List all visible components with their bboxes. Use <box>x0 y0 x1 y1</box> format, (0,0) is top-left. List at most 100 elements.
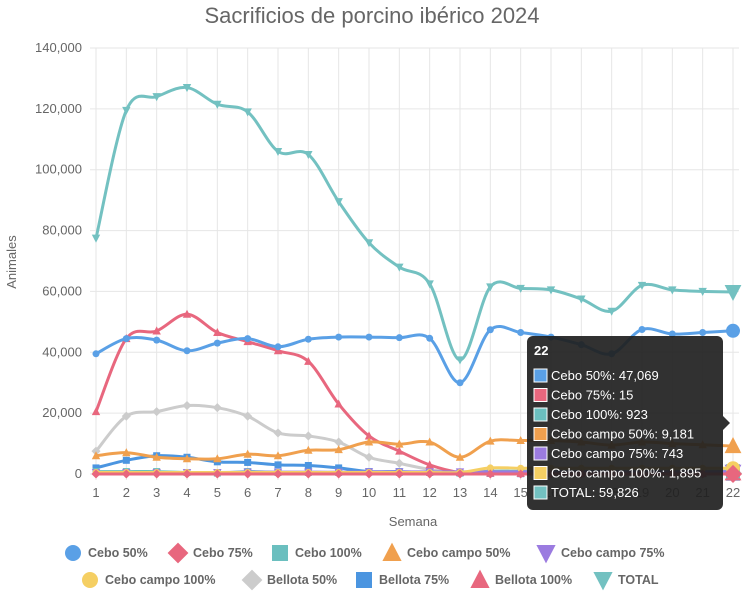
legend-marker <box>82 572 98 588</box>
data-point <box>152 407 161 416</box>
legend-label: Bellota 50% <box>267 573 337 587</box>
chart-title: Sacrificios de porcino ibérico 2024 <box>204 3 539 28</box>
data-point <box>487 326 494 333</box>
tooltip-swatch <box>534 467 547 480</box>
data-point <box>122 107 130 115</box>
y-tick-label: 40,000 <box>42 344 82 359</box>
x-tick-label: 9 <box>335 485 342 500</box>
x-tick-label: 6 <box>244 485 251 500</box>
data-point <box>517 329 524 336</box>
legend-marker <box>593 572 612 590</box>
data-point <box>639 326 646 333</box>
legend-item: Bellota 75% <box>356 572 449 588</box>
data-point <box>275 461 282 468</box>
y-tick-label: 0 <box>75 466 82 481</box>
data-point <box>153 337 160 344</box>
y-tick-label: 120,000 <box>35 101 82 116</box>
legend-label: Cebo 75% <box>193 546 253 560</box>
legend-label: Cebo 100% <box>295 546 362 560</box>
x-tick-label: 5 <box>214 485 221 500</box>
legend-marker <box>272 545 288 561</box>
legend-item: Cebo 75% <box>168 543 253 564</box>
x-tick-label: 14 <box>483 485 497 500</box>
legend: Cebo 50% Cebo 75% Cebo 100% Cebo campo 50% C… <box>65 543 665 591</box>
legend-label: Bellota 100% <box>495 573 572 587</box>
x-tick-label: 1 <box>92 485 99 500</box>
y-tick-label: 140,000 <box>35 40 82 55</box>
tooltip-swatch <box>534 389 547 402</box>
data-point <box>426 335 433 342</box>
tooltip-swatch <box>534 447 547 460</box>
legend-marker <box>470 570 489 588</box>
x-tick-label: 12 <box>422 485 436 500</box>
data-point <box>213 403 222 412</box>
tooltip-caret <box>723 416 730 430</box>
x-tick-label: 13 <box>453 485 467 500</box>
legend-label: Cebo campo 50% <box>407 546 511 560</box>
y-axis-label: Animales <box>4 235 19 289</box>
x-tick-label: 22 <box>726 485 740 500</box>
data-point <box>366 334 373 341</box>
x-tick-label: 3 <box>153 485 160 500</box>
data-point <box>273 428 282 437</box>
legend-marker <box>65 545 81 561</box>
tooltip-row: Cebo campo 100%: 1,895 <box>551 466 701 481</box>
tooltip-box <box>527 336 723 510</box>
data-point <box>396 334 403 341</box>
legend-marker <box>536 545 555 563</box>
data-point <box>364 453 373 462</box>
data-point <box>305 336 312 343</box>
x-tick-label: 2 <box>123 485 130 500</box>
data-point <box>184 347 191 354</box>
legend-label: Cebo 50% <box>88 546 148 560</box>
legend-item: Bellota 100% <box>470 570 572 588</box>
tooltip-row: TOTAL: 59,826 <box>551 485 639 500</box>
data-point <box>92 407 100 415</box>
y-tick-label: 60,000 <box>42 283 82 298</box>
tooltip-row: Cebo campo 50%: 9,181 <box>551 427 694 442</box>
tooltip-row: Cebo campo 75%: 743 <box>551 446 683 461</box>
legend-item: Cebo 50% <box>65 545 148 561</box>
data-point <box>395 459 404 468</box>
data-point <box>214 340 221 347</box>
data-point <box>123 457 130 464</box>
x-tick-label: 10 <box>362 485 376 500</box>
data-point <box>275 343 282 350</box>
data-point <box>244 335 251 342</box>
tooltip-row: Cebo 75%: 15 <box>551 388 633 403</box>
legend-label: TOTAL <box>618 573 659 587</box>
legend-item: Cebo campo 100% <box>82 572 215 588</box>
data-point <box>699 329 706 336</box>
data-point <box>457 379 464 386</box>
legend-label: Bellota 75% <box>379 573 449 587</box>
legend-marker <box>242 570 263 591</box>
x-tick-label: 15 <box>513 485 527 500</box>
data-point <box>456 356 464 364</box>
data-point <box>93 350 100 357</box>
data-point <box>335 334 342 341</box>
tooltip-row: Cebo 50%: 47,069 <box>551 368 659 383</box>
legend-label: Cebo campo 100% <box>105 573 215 587</box>
legend-marker <box>382 543 401 561</box>
legend-marker <box>168 543 189 564</box>
legend-item: TOTAL <box>593 572 658 590</box>
data-point <box>182 401 191 410</box>
x-axis-label: Semana <box>389 514 438 529</box>
tooltip-swatch <box>534 408 547 421</box>
data-point <box>305 462 312 469</box>
data-point <box>304 431 313 440</box>
x-tick-label: 4 <box>183 485 190 500</box>
legend-label: Cebo campo 75% <box>561 546 665 560</box>
tooltip-row: Cebo 100%: 923 <box>551 407 648 422</box>
legend-item: Cebo 100% <box>272 545 362 561</box>
data-point <box>92 235 100 243</box>
legend-item: Cebo campo 75% <box>536 545 664 563</box>
y-tick-label: 100,000 <box>35 162 82 177</box>
data-point <box>726 324 740 338</box>
x-tick-label: 8 <box>305 485 312 500</box>
legend-item: Cebo campo 50% <box>382 543 510 561</box>
series-line <box>96 87 733 359</box>
